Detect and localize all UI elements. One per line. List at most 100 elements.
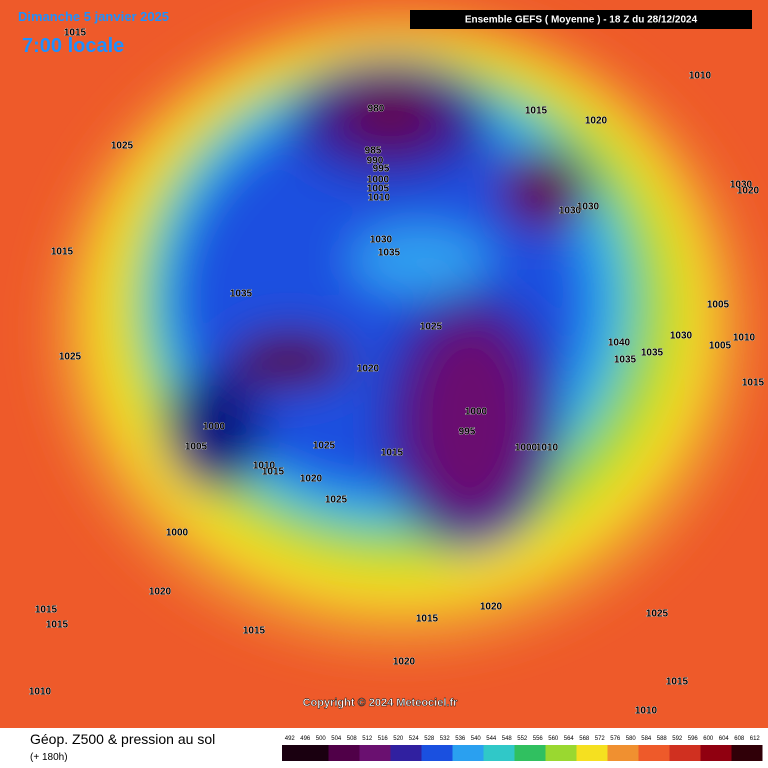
isobar-labels: 1015102510151025103598098599099510001005…: [29, 27, 765, 717]
scale-swatch: [685, 745, 701, 761]
scale-swatch: [592, 745, 608, 761]
isobar-label: 1025: [59, 352, 82, 363]
isobar-label: 1020: [300, 474, 323, 485]
isobar-label: 1020: [480, 602, 503, 613]
scale-swatch: [468, 745, 484, 761]
isobar-label: 995: [373, 164, 390, 175]
isobar-label: 1015: [742, 378, 765, 389]
scale-swatch: [406, 745, 422, 761]
scale-swatch: [313, 745, 329, 761]
footer-title: Géop. Z500 & pression au sol: [30, 731, 215, 747]
isobar-label: 1025: [313, 441, 336, 452]
scale-swatch: [282, 745, 298, 761]
isobar-label: 1010: [536, 443, 559, 454]
isobar-label: 1020: [737, 186, 760, 197]
isobar-label: 1000: [203, 422, 226, 433]
scale-label: 508: [347, 736, 358, 742]
isobar-label: 1005: [707, 300, 730, 311]
scale-label: 500: [316, 736, 327, 742]
scale-label: 556: [533, 736, 544, 742]
scale-swatch: [747, 745, 763, 761]
isobar-label: 1035: [614, 355, 637, 366]
scale-label: 548: [502, 736, 513, 742]
scale-swatch: [700, 745, 716, 761]
isobar-label: 1030: [559, 206, 582, 217]
isobar-label: 1000: [515, 443, 538, 454]
scale-swatch: [375, 745, 391, 761]
isobar-label: 1015: [35, 605, 58, 616]
isobar-label: 1020: [357, 364, 380, 375]
isobar-label: 1010: [733, 333, 756, 344]
scale-swatch: [638, 745, 654, 761]
isobar-label: 1030: [370, 235, 393, 246]
scale-swatch: [545, 745, 561, 761]
scale-swatch: [561, 745, 577, 761]
isobar-label: 1040: [608, 338, 631, 349]
isobar-label: 1000: [367, 175, 390, 186]
isobar-label: 1005: [367, 184, 390, 195]
isobar-label: 1015: [525, 106, 548, 117]
scale-swatch: [344, 745, 360, 761]
scale-swatch: [716, 745, 732, 761]
scale-swatch: [669, 745, 685, 761]
scale-label: 600: [703, 736, 714, 742]
isobar-label: 1000: [166, 528, 189, 539]
scale-label: 560: [548, 736, 559, 742]
scale-label: 604: [719, 736, 730, 742]
scale-label: 608: [734, 736, 745, 742]
run-info: Ensemble GEFS ( Moyenne ) - 18 Z du 28/1…: [465, 15, 698, 26]
scale-label: 532: [440, 736, 451, 742]
scale-label: 568: [579, 736, 590, 742]
isobar-label: 1025: [325, 495, 348, 506]
isobar-label: 995: [459, 427, 476, 438]
isobar-label: 1035: [641, 348, 664, 359]
isobar-label: 1025: [646, 609, 669, 620]
scale-swatch: [483, 745, 499, 761]
isobar-label: 1035: [378, 248, 401, 259]
copyright: Copyright © 2024 Meteociel.fr: [303, 697, 459, 709]
isobar-label: 1030: [730, 180, 753, 191]
scale-label: 576: [610, 736, 621, 742]
scale-label: 492: [285, 736, 296, 742]
isobar-label: 1015: [262, 467, 285, 478]
scale-label: 584: [641, 736, 652, 742]
isobar-label: 985: [365, 146, 382, 157]
isobar-label: 1030: [670, 331, 693, 342]
scale-swatch: [530, 745, 546, 761]
isobar-label: 1020: [393, 657, 416, 668]
scale-swatch: [390, 745, 406, 761]
local-time: 7:00 locale: [22, 35, 124, 57]
date: Dimanche 5 janvier 2025: [18, 9, 169, 24]
scale-label: 528: [424, 736, 435, 742]
isobar-label: 1010: [29, 687, 52, 698]
scale-label: 580: [626, 736, 637, 742]
run-box: [410, 10, 752, 29]
scale-swatch: [576, 745, 592, 761]
scale-label: 524: [409, 736, 420, 742]
scale-label: 504: [331, 736, 342, 742]
scale-swatch: [499, 745, 515, 761]
isobar-label: 1025: [111, 141, 134, 152]
isobar-label: 1000: [465, 407, 488, 418]
scale-label: 552: [517, 736, 528, 742]
isobar-label: 1015: [243, 626, 266, 637]
isobar-label: 990: [367, 156, 384, 167]
scale-swatch: [623, 745, 639, 761]
scale-label: 564: [564, 736, 575, 742]
scale-swatch: [654, 745, 670, 761]
isobar-label: 1010: [253, 461, 276, 472]
scale-swatch: [514, 745, 530, 761]
isobar-label: 980: [368, 104, 385, 115]
scale-label: 520: [393, 736, 404, 742]
scale-label: 544: [486, 736, 497, 742]
scale-swatch: [452, 745, 468, 761]
scale-label: 536: [455, 736, 466, 742]
field: [50, 10, 750, 650]
scale-swatch: [437, 745, 453, 761]
scale-swatch: [328, 745, 344, 761]
isobar-label: 1015: [416, 614, 439, 625]
isobar-label: 1015: [51, 247, 74, 258]
isobar-label: 1015: [381, 448, 404, 459]
isobar-label: 1035: [230, 289, 253, 300]
